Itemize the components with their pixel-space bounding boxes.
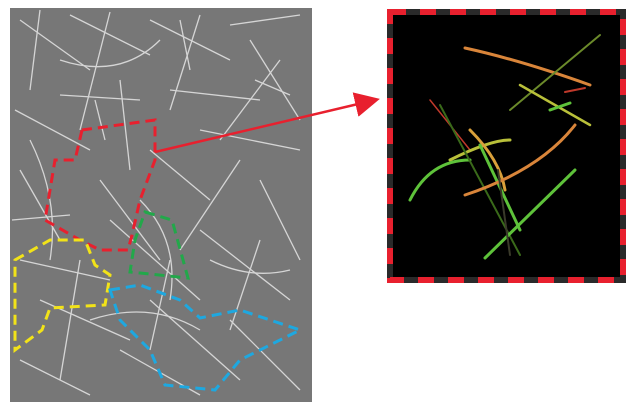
micrograph-background xyxy=(10,8,312,402)
zoom-arrow xyxy=(154,92,380,154)
green-dashed-region xyxy=(128,210,191,280)
yellow-dashed-region xyxy=(13,238,112,353)
micrograph-filaments xyxy=(11,9,301,396)
magnified-inset xyxy=(387,9,626,283)
blue-dashed-region xyxy=(108,283,304,392)
inset-fibers xyxy=(408,34,601,260)
inset-border-red xyxy=(387,9,626,283)
micrograph-panel xyxy=(10,8,312,402)
